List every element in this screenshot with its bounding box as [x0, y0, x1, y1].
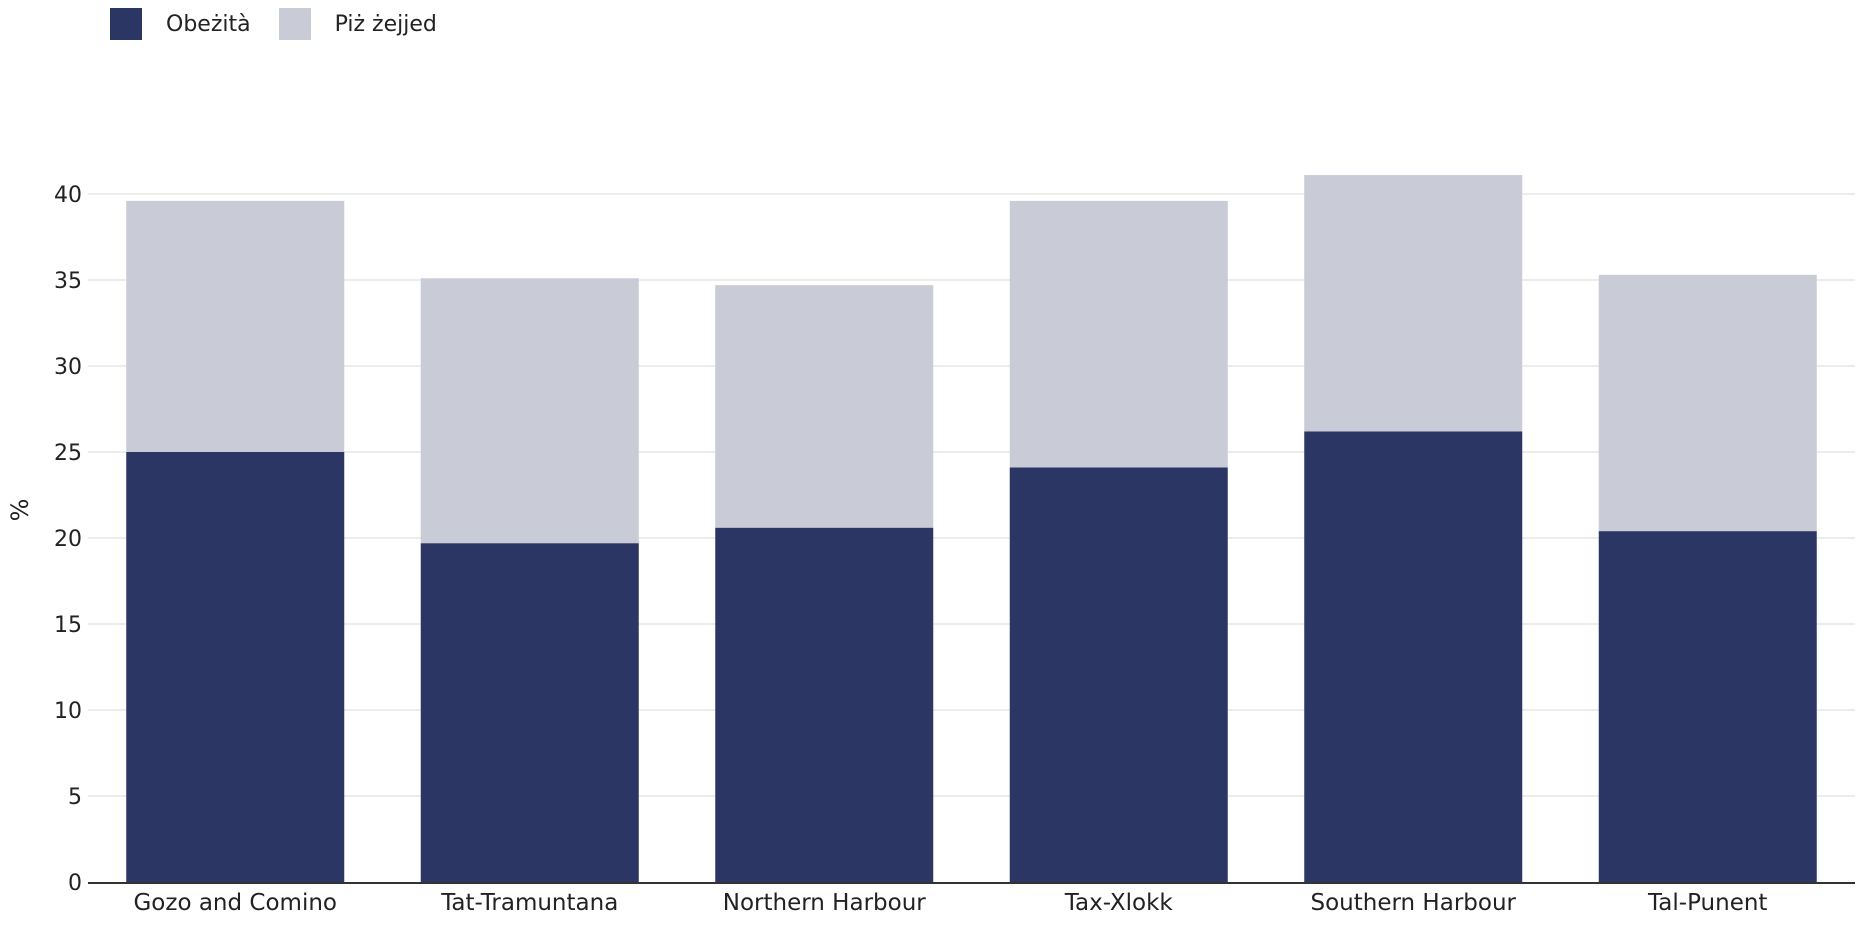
y-tick-label-20: 20	[54, 527, 82, 552]
bar-piz-zejjed-tat-tramuntana	[420, 278, 639, 544]
y-tick-label-0: 0	[68, 871, 82, 896]
axes: 0 5 10 15 20 25 30 35 40 Gozo and Comino Tat-Tramu…	[54, 183, 1855, 916]
bar-obezita-northern-harbour	[715, 527, 934, 882]
legend-item-piz-zejjed: Piż żejjed	[278, 8, 437, 40]
bar-piz-zejjed-northern-harbour	[715, 285, 934, 528]
x-tick-label-tal-punent: Tal-Punent	[1647, 890, 1767, 916]
x-tick-label-southern-harbour: Southern Harbour	[1311, 890, 1517, 916]
x-tick-label-tax-xlokk: Tax-Xlokk	[1064, 890, 1174, 916]
legend-swatch-obezita	[110, 8, 142, 40]
y-tick-label-5: 5	[68, 785, 82, 810]
y-tick-label-30: 30	[54, 355, 82, 380]
legend-swatch-piz-zejjed	[278, 8, 311, 40]
y-tick-label-15: 15	[54, 613, 82, 638]
y-tick-label-25: 25	[54, 441, 82, 466]
x-tick-label-gozo-and-comino: Gozo and Comino	[133, 890, 337, 916]
bar-piz-zejjed-tax-xlokk	[1009, 200, 1228, 468]
legend: Obeżità Piż żejjed	[110, 8, 465, 40]
bar-obezita-tat-tramuntana	[420, 543, 639, 882]
bar-obezita-tax-xlokk	[1009, 467, 1228, 882]
bar-obezita-southern-harbour	[1304, 431, 1523, 882]
y-tick-label-10: 10	[54, 699, 82, 724]
bars	[126, 175, 1817, 882]
bar-piz-zejjed-tal-punent	[1598, 274, 1817, 532]
bar-obezita-gozo-and-comino	[126, 452, 345, 882]
y-tick-label-35: 35	[54, 269, 82, 294]
legend-label-piz-zejjed: Piż żejjed	[334, 11, 437, 37]
y-tick-label-40: 40	[54, 183, 82, 208]
x-tick-label-tat-tramuntana: Tat-Tramuntana	[440, 890, 618, 916]
bar-piz-zejjed-southern-harbour	[1304, 175, 1523, 432]
legend-item-obezita: Obeżità	[110, 8, 251, 40]
y-axis-label: %	[6, 499, 34, 522]
legend-label-obezita: Obeżità	[166, 11, 251, 37]
bar-obezita-tal-punent	[1598, 531, 1817, 882]
x-tick-label-northern-harbour: Northern Harbour	[723, 890, 927, 916]
gridlines	[88, 193, 1855, 797]
bar-piz-zejjed-gozo-and-comino	[126, 200, 345, 452]
